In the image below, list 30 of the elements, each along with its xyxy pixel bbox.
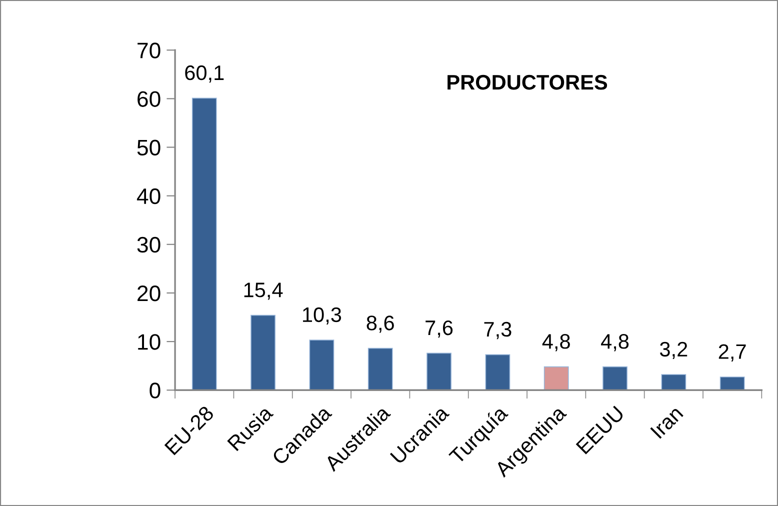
data-label: 4,8 <box>542 334 570 352</box>
bar <box>309 340 334 390</box>
y-tick-label: 0 <box>150 382 160 398</box>
x-tick-label: Iran <box>650 406 684 439</box>
bar <box>720 376 745 390</box>
y-tick-label: 70 <box>138 42 160 58</box>
bar <box>368 348 393 390</box>
y-tick-label: 50 <box>137 140 160 156</box>
bar <box>485 354 510 390</box>
data-label: 7,3 <box>484 322 512 340</box>
data-label: 15,4 <box>244 282 283 300</box>
data-label: 4,8 <box>601 334 629 352</box>
bar <box>544 366 569 390</box>
y-tick-label: 40 <box>136 188 160 204</box>
y-tick-label: 30 <box>137 236 160 253</box>
data-label: 8,6 <box>366 316 394 333</box>
y-tick-label: 10 <box>138 334 160 350</box>
bar <box>661 374 686 390</box>
data-label: 10,3 <box>303 307 342 325</box>
data-label: 60,1 <box>185 65 224 83</box>
y-tick-label: 20 <box>138 286 160 302</box>
bar <box>192 98 217 390</box>
text: PRODUCTORES <box>448 74 608 90</box>
bar <box>250 314 276 390</box>
bar <box>602 366 628 390</box>
bar <box>426 352 452 390</box>
data-label: 3,2 <box>660 342 688 360</box>
data-label: 7,6 <box>426 320 453 338</box>
y-tick-label: 60 <box>138 91 160 107</box>
data-label: 2,7 <box>718 344 746 362</box>
